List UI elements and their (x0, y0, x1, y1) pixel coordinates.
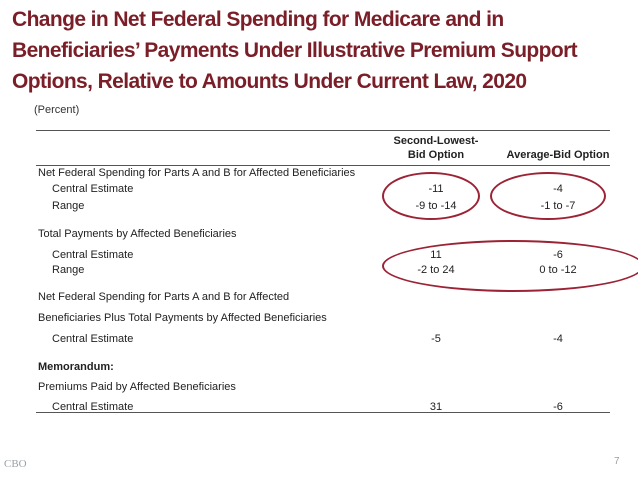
row-label: Central Estimate (52, 249, 134, 261)
slide-title: Change in Net Federal Spending for Medic… (12, 4, 632, 97)
table-row: Premiums Paid by Affected Beneficiaries (36, 380, 610, 394)
table-row: Central Estimate -5 -4 (36, 332, 610, 346)
table-row: Net Federal Spending for Parts A and B f… (36, 166, 610, 180)
units-label: (Percent) (34, 104, 80, 116)
value-second-lowest: -5 (431, 333, 441, 345)
highlight-ellipse (382, 240, 638, 292)
table-row: Beneficiaries Plus Total Payments by Aff… (36, 311, 610, 325)
row-label: Total Payments by Affected Beneficiaries (38, 228, 237, 240)
row-label: Central Estimate (52, 333, 134, 345)
highlight-ellipse (382, 172, 480, 220)
row-label: Net Federal Spending for Parts A and B f… (38, 291, 290, 303)
header-bottom-rule (36, 165, 610, 166)
table-row: Central Estimate 31 -6 (36, 400, 610, 414)
value-second-lowest: 31 (429, 401, 443, 413)
row-label: Net Federal Spending for Parts A and B f… (38, 167, 356, 179)
title-line-3: Options, Relative to Amounts Under Curre… (12, 70, 527, 93)
row-label: Range (52, 264, 85, 276)
column-header-line: Bid Option (407, 149, 465, 161)
column-header-average-bid: Average-Bid Option (506, 149, 610, 161)
row-label: Range (52, 200, 85, 212)
page-number: 7 (614, 456, 620, 467)
value-average: -4 (553, 333, 563, 345)
highlight-ellipse (490, 172, 606, 220)
title-line-2: Beneficiaries’ Payments Under Illustrati… (12, 39, 578, 62)
table-row: Total Payments by Affected Beneficiaries (36, 227, 610, 241)
column-header-second-lowest-bid: Second-Lowest- Bid Option (372, 134, 500, 162)
table-row: Net Federal Spending for Parts A and B f… (36, 290, 610, 304)
title-line-1: Change in Net Federal Spending for Medic… (12, 8, 504, 31)
table-bottom-rule (36, 412, 610, 413)
row-label: Central Estimate (52, 183, 134, 195)
row-label: Premiums Paid by Affected Beneficiaries (38, 381, 236, 393)
value-average: -6 (553, 401, 563, 413)
row-label: Beneficiaries Plus Total Payments by Aff… (38, 312, 327, 324)
cbo-logo: CBO (4, 458, 27, 470)
row-label: Central Estimate (52, 401, 134, 413)
table-top-rule (36, 130, 610, 131)
row-label: Memorandum: (38, 361, 114, 373)
column-header-line: Second-Lowest- (393, 135, 479, 147)
table-row: Memorandum: (36, 360, 610, 374)
